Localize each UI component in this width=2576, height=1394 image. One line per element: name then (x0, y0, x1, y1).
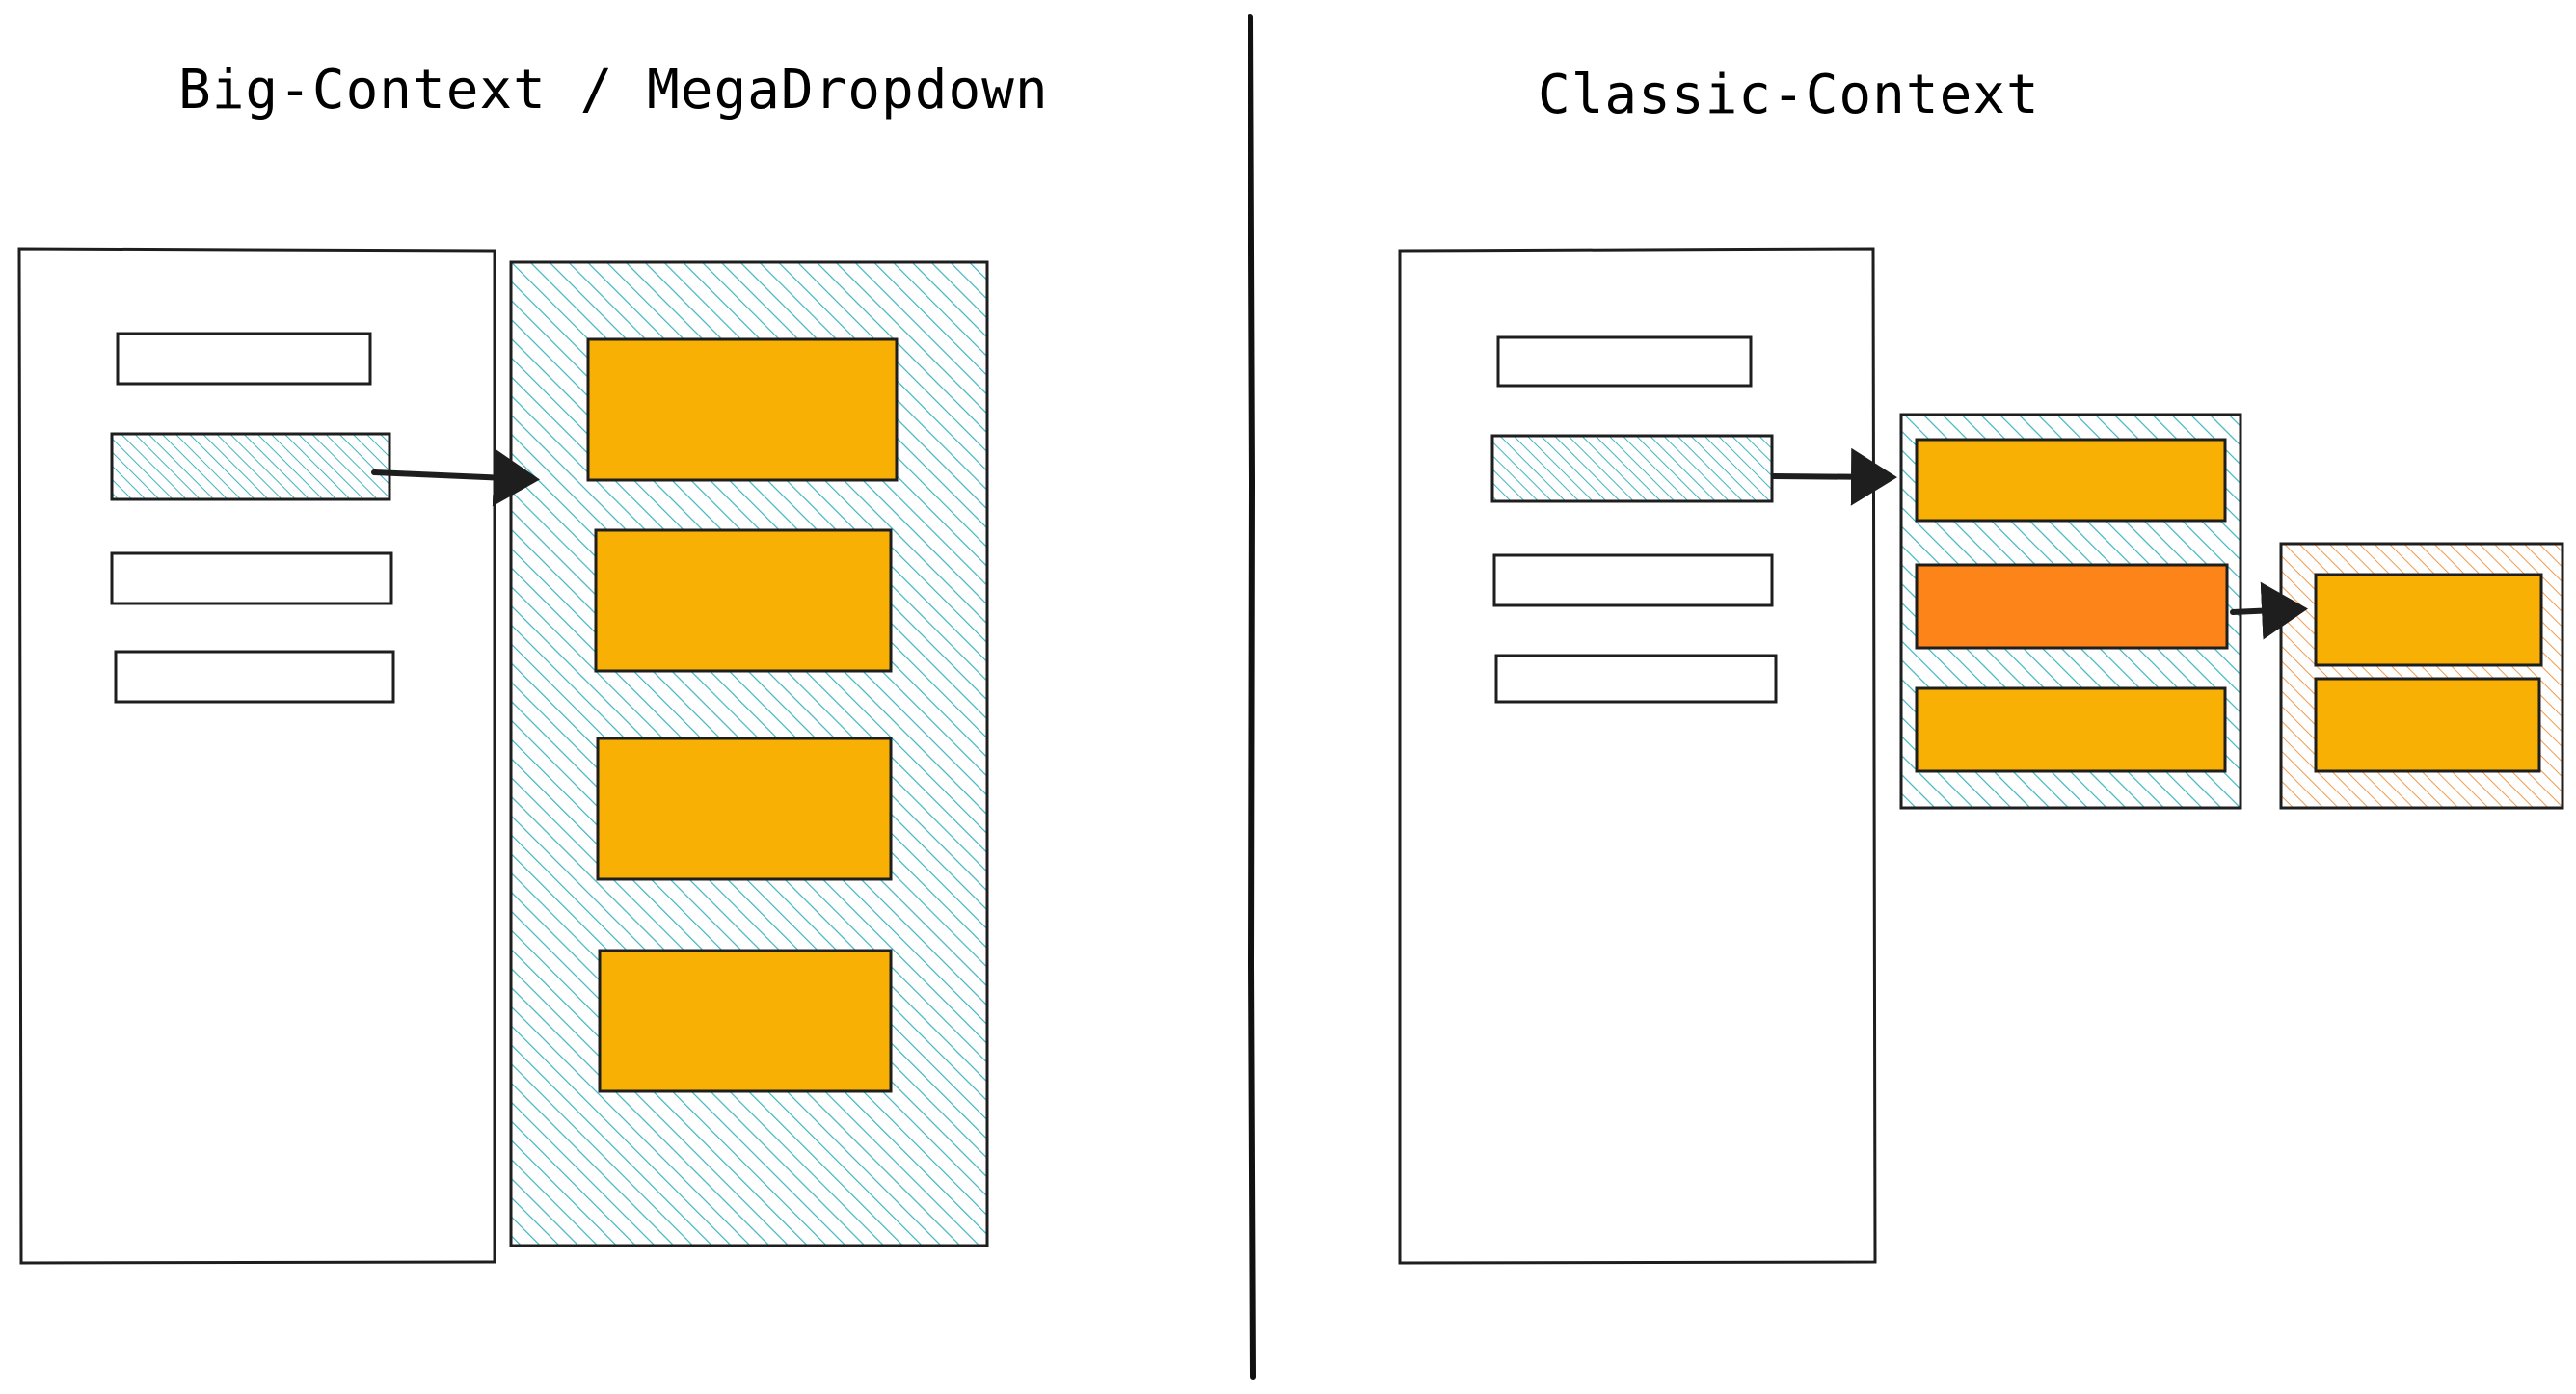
left-menu-item-1 (116, 332, 372, 386)
submenu-item-2-highlighted (1915, 563, 2229, 650)
left-menu-panel (17, 247, 496, 1265)
left-menu-item-4 (114, 650, 395, 704)
right-menu-item-2-highlighted (1490, 434, 1774, 503)
right-menu-item-1 (1496, 335, 1753, 388)
right-menu-item-3 (1492, 553, 1774, 607)
left-menu-item-2-highlighted (110, 432, 391, 501)
title-big-context: Big-Context / MegaDropdown (178, 59, 1049, 121)
arrow-to-nested-submenu (2230, 581, 2308, 640)
right-menu-panel (1398, 247, 1877, 1265)
big-context-diagram (17, 247, 989, 1265)
mega-dropdown-item-3 (596, 737, 893, 881)
title-classic-context: Classic-Context (1538, 64, 2040, 126)
center-divider (1248, 14, 1256, 1380)
submenu-item-3 (1915, 686, 2227, 773)
submenu-item-1 (1915, 438, 2227, 523)
left-menu-item-3 (110, 551, 393, 605)
nested-submenu-item-1 (2314, 573, 2543, 667)
right-menu-item-4 (1494, 654, 1778, 704)
nested-submenu-item-2 (2314, 677, 2541, 773)
mega-dropdown-item-1 (586, 337, 899, 482)
mega-dropdown-item-4 (598, 949, 893, 1093)
classic-context-diagram (1398, 247, 2564, 1265)
arrow-to-mega-dropdown (371, 448, 540, 507)
arrow-to-submenu (1771, 447, 1897, 506)
mega-dropdown-item-2 (594, 528, 893, 673)
